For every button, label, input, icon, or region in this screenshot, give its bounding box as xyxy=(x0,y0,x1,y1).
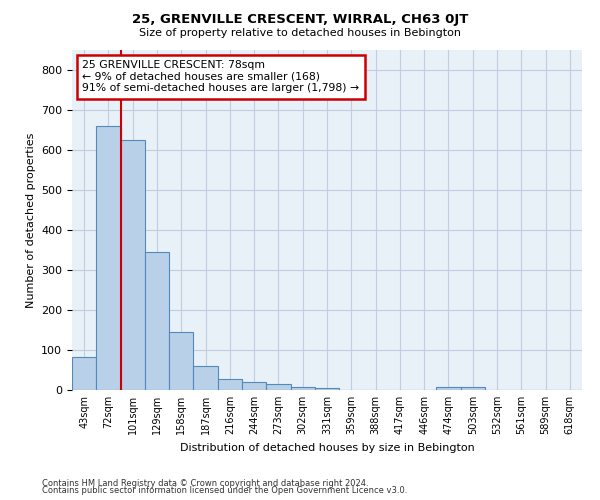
Text: Contains HM Land Registry data © Crown copyright and database right 2024.: Contains HM Land Registry data © Crown c… xyxy=(42,478,368,488)
Bar xyxy=(461,387,485,390)
Text: Size of property relative to detached houses in Bebington: Size of property relative to detached ho… xyxy=(139,28,461,38)
Bar xyxy=(266,384,290,390)
Bar xyxy=(72,357,96,390)
Bar xyxy=(169,332,193,390)
Bar xyxy=(145,252,169,390)
Text: 25 GRENVILLE CRESCENT: 78sqm
← 9% of detached houses are smaller (168)
91% of se: 25 GRENVILLE CRESCENT: 78sqm ← 9% of det… xyxy=(82,60,359,94)
Bar xyxy=(193,366,218,390)
Bar xyxy=(96,126,121,390)
Bar xyxy=(242,382,266,390)
Bar xyxy=(290,387,315,390)
Bar xyxy=(218,379,242,390)
Text: 25, GRENVILLE CRESCENT, WIRRAL, CH63 0JT: 25, GRENVILLE CRESCENT, WIRRAL, CH63 0JT xyxy=(132,12,468,26)
Bar xyxy=(121,140,145,390)
Y-axis label: Number of detached properties: Number of detached properties xyxy=(26,132,35,308)
X-axis label: Distribution of detached houses by size in Bebington: Distribution of detached houses by size … xyxy=(179,442,475,452)
Text: Contains public sector information licensed under the Open Government Licence v3: Contains public sector information licen… xyxy=(42,486,407,495)
Bar xyxy=(436,387,461,390)
Bar xyxy=(315,388,339,390)
